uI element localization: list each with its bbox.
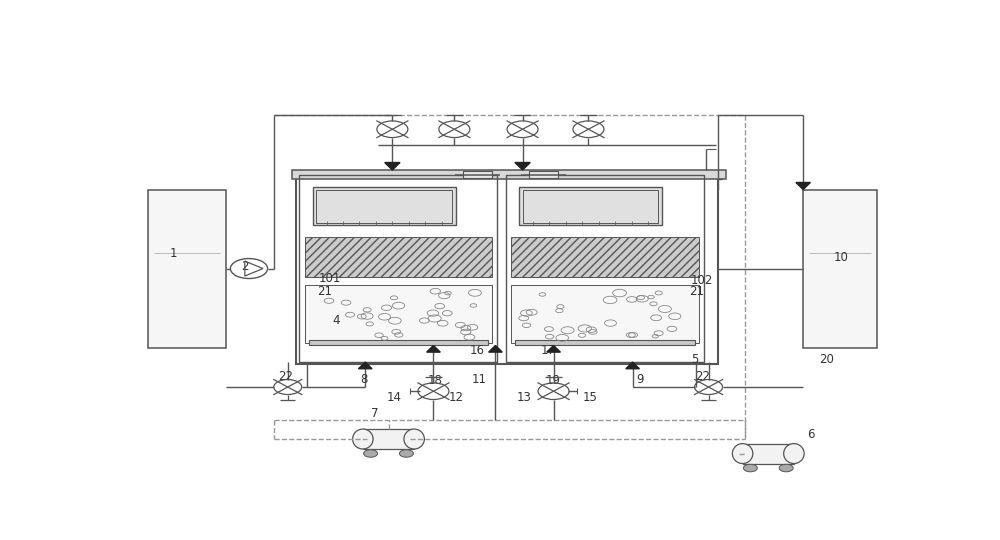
Polygon shape (358, 362, 372, 369)
Text: 22: 22 (278, 370, 293, 383)
Bar (292, 170, 726, 179)
Text: 8: 8 (360, 373, 367, 386)
Text: 15: 15 (583, 390, 598, 404)
Bar (506, 175, 704, 362)
Text: 21: 21 (689, 285, 704, 298)
Polygon shape (626, 362, 639, 369)
Text: 17: 17 (540, 343, 555, 357)
Circle shape (399, 450, 413, 457)
Bar (148, 190, 226, 348)
Polygon shape (796, 183, 810, 190)
Text: 20: 20 (819, 353, 834, 366)
Polygon shape (489, 346, 502, 352)
Bar (305, 285, 492, 343)
Circle shape (364, 450, 378, 457)
Text: 2: 2 (241, 260, 249, 273)
Ellipse shape (784, 443, 804, 463)
Polygon shape (515, 163, 530, 170)
Ellipse shape (404, 429, 424, 449)
Bar (299, 175, 497, 362)
Text: 6: 6 (807, 428, 814, 441)
Circle shape (743, 464, 757, 472)
Bar (523, 190, 658, 223)
Text: 16: 16 (470, 343, 485, 357)
Bar (511, 285, 698, 343)
Text: 13: 13 (517, 390, 532, 404)
Circle shape (779, 464, 793, 472)
Bar (803, 190, 877, 348)
Bar (309, 341, 488, 346)
Text: 21: 21 (317, 285, 332, 298)
Bar (316, 190, 452, 223)
Text: 101: 101 (319, 272, 341, 285)
Polygon shape (385, 163, 400, 170)
Bar (519, 187, 662, 225)
Text: 5: 5 (691, 353, 698, 366)
Text: 11: 11 (471, 373, 486, 386)
Text: 22: 22 (695, 370, 710, 383)
Text: 102: 102 (691, 274, 713, 287)
Bar (363, 429, 414, 449)
Text: 4: 4 (333, 314, 340, 327)
Bar (529, 171, 558, 178)
Bar (511, 238, 698, 277)
Bar (313, 187, 456, 225)
Text: 7: 7 (371, 407, 379, 420)
Text: 10: 10 (834, 252, 849, 265)
Bar (296, 173, 718, 364)
Text: 1: 1 (170, 247, 177, 260)
Bar (463, 171, 492, 178)
Text: 12: 12 (449, 390, 464, 404)
Text: 9: 9 (637, 373, 644, 386)
Text: 19: 19 (546, 374, 561, 387)
Ellipse shape (732, 443, 753, 463)
Bar (743, 443, 794, 463)
Bar (515, 341, 695, 346)
Ellipse shape (353, 429, 373, 449)
Polygon shape (427, 346, 440, 352)
Polygon shape (547, 346, 560, 352)
Bar (305, 238, 492, 277)
Text: 18: 18 (427, 374, 442, 387)
Text: 14: 14 (386, 390, 401, 404)
